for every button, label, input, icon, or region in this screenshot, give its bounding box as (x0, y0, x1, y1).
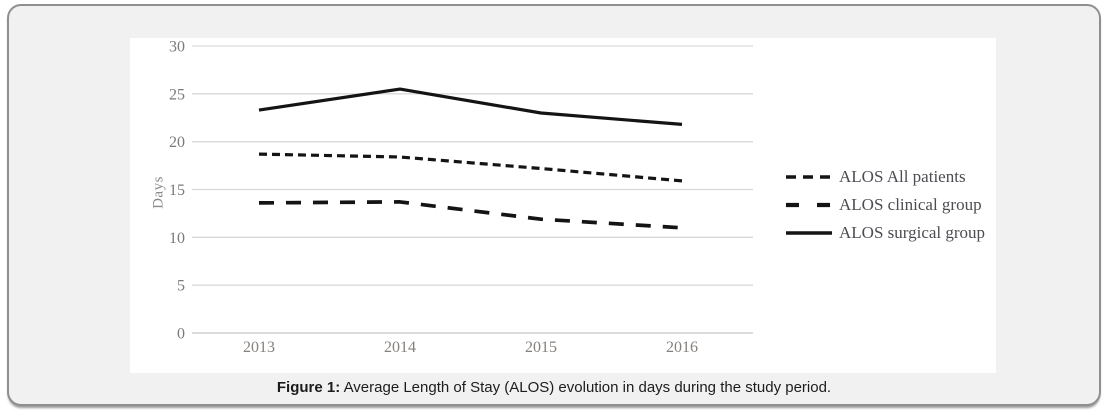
figure-caption-text: Average Length of Stay (ALOS) evolution … (340, 379, 832, 396)
legend-label: ALOS clinical group (839, 195, 982, 214)
legend-item-surgical-group: ALOS surgical group (786, 219, 985, 247)
legend-item-all-patients: ALOS All patients (786, 163, 985, 191)
legend-label: ALOS surgical group (839, 223, 986, 242)
y-axis-title: Days (150, 176, 167, 209)
dashed-small-line-icon (786, 175, 832, 179)
figure-caption-label: Figure 1: (276, 379, 341, 396)
solid-line-icon (786, 231, 832, 235)
legend-item-clinical-group: ALOS clinical group (786, 191, 985, 219)
figure-caption: Figure 1: Average Length of Stay (ALOS) … (9, 379, 1099, 396)
dashed-large-line-icon (786, 202, 832, 208)
legend-label: ALOS All patients (839, 167, 966, 186)
chart-legend: ALOS All patients ALOS clinical group AL… (786, 163, 985, 247)
figure-card: Days ALOS All patients ALOS clinical gro… (7, 4, 1101, 406)
